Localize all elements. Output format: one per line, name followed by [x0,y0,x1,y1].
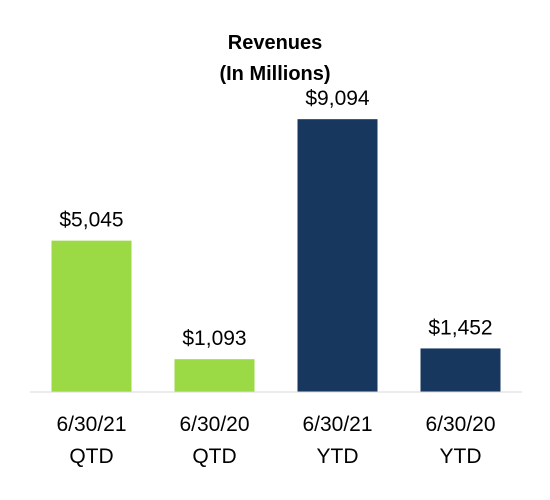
data-label-4: $1,452 [428,316,492,339]
chart-subtitle: (In Millions) [219,63,330,85]
x-tick-label-3-period: YTD [317,445,359,468]
x-tick-label-2-date: 6/30/20 [179,413,249,436]
bar-4 [420,348,501,392]
x-tick-label-3-date: 6/30/21 [302,413,372,436]
x-tick-label-4-date: 6/30/20 [425,413,495,436]
data-labels-group: $5,045 $1,093 $9,094 $1,452 [59,87,492,350]
bars-group [51,119,501,393]
bar-2 [174,359,255,392]
bar-3 [297,119,378,393]
x-tick-label-2-period: QTD [192,445,236,468]
x-tick-labels-group: 6/30/21 QTD 6/30/20 QTD 6/30/21 YTD 6/30/20 YTD [56,413,495,468]
x-tick-label-4-period: YTD [440,445,482,468]
bar-1 [51,240,132,392]
data-label-2: $1,093 [182,327,246,350]
data-label-3: $9,094 [305,87,370,110]
x-tick-label-1-date: 6/30/21 [56,413,126,436]
data-label-1: $5,045 [59,209,123,232]
x-tick-label-1-period: QTD [69,445,113,468]
chart-title: Revenues [228,32,323,54]
